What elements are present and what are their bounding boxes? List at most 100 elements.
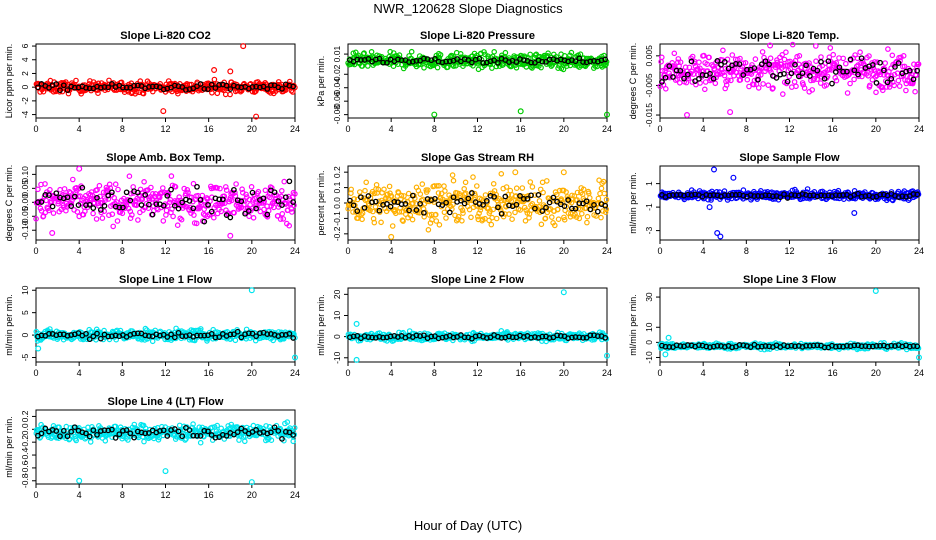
reference-point	[851, 67, 858, 74]
reference-point	[194, 183, 200, 190]
data-point	[395, 190, 402, 196]
x-tick-label: 8	[120, 246, 125, 256]
reference-point	[520, 196, 527, 202]
data-point	[844, 90, 851, 96]
reference-point	[818, 192, 824, 199]
reference-point	[197, 332, 204, 339]
reference-point	[105, 333, 112, 340]
data-point	[403, 207, 410, 213]
data-point	[274, 213, 281, 219]
data-point	[410, 200, 416, 207]
data-point	[93, 336, 99, 343]
reference-point	[350, 333, 357, 340]
x-tick-label: 16	[828, 124, 838, 134]
outlier-point	[767, 42, 774, 49]
y-axis-label: ml/min per min.	[4, 294, 14, 356]
reference-point	[446, 209, 453, 216]
reference-point	[101, 203, 108, 209]
reference-point	[721, 59, 728, 65]
reference-point	[142, 192, 149, 198]
reference-point	[495, 204, 501, 211]
reference-point	[528, 192, 534, 199]
data-point	[527, 179, 534, 185]
y-tick-label: -0.02	[332, 64, 342, 84]
reference-point	[253, 333, 259, 340]
data-point	[696, 59, 702, 66]
data-point	[270, 337, 277, 344]
x-tick-label: 0	[657, 368, 662, 378]
reference-point	[751, 65, 758, 71]
data-point	[407, 212, 414, 219]
x-tick-label: 16	[516, 246, 526, 256]
data-point	[466, 206, 473, 213]
reference-point	[238, 334, 245, 341]
reference-point	[134, 330, 141, 337]
data-point	[603, 196, 610, 203]
data-point	[827, 45, 834, 51]
reference-point	[758, 61, 765, 68]
reference-point	[406, 207, 412, 214]
data-point	[553, 191, 560, 198]
panel-title: Slope Line 3 Flow	[743, 274, 836, 286]
x-tick-label: 8	[432, 368, 437, 378]
data-point	[372, 204, 379, 210]
data-point	[722, 65, 729, 72]
data-point	[461, 186, 468, 192]
reference-point	[53, 81, 60, 87]
y-tick-label: 30	[644, 292, 654, 302]
y-tick-label: -1	[644, 203, 654, 211]
y-tick-label: -0.1	[332, 211, 342, 226]
data-point	[174, 222, 181, 229]
reference-point	[286, 330, 293, 337]
data-point	[114, 218, 121, 224]
data-point	[434, 183, 440, 189]
reference-point	[532, 59, 538, 66]
data-point	[545, 50, 551, 57]
data-point	[185, 189, 191, 196]
reference-point	[862, 193, 869, 199]
outlier-point	[872, 288, 879, 295]
reference-point	[146, 201, 152, 208]
y-axis-label: degrees C per min.	[4, 165, 14, 242]
data-point	[473, 183, 480, 189]
data-point	[102, 437, 109, 444]
data-point	[580, 186, 587, 193]
data-point	[35, 186, 41, 193]
data-point	[903, 87, 909, 94]
reference-point	[242, 210, 248, 217]
reference-point	[677, 191, 684, 198]
data-point	[111, 195, 118, 201]
x-tick-label: 12	[784, 246, 794, 256]
x-tick-label: 24	[602, 246, 612, 256]
x-tick-label: 20	[871, 368, 881, 378]
data-point	[288, 206, 295, 212]
data-point	[98, 209, 105, 216]
reference-point	[535, 192, 542, 198]
outlier-point	[683, 111, 690, 118]
data-point	[728, 77, 734, 84]
x-tick-label: 20	[871, 246, 881, 256]
outlier-point	[714, 230, 721, 237]
data-point	[859, 58, 866, 64]
reference-point	[561, 203, 568, 209]
data-point	[105, 196, 112, 202]
reference-point	[844, 68, 850, 75]
reference-point	[821, 75, 828, 82]
x-tick-label: 0	[657, 246, 662, 256]
reference-point	[175, 205, 182, 212]
data-point	[356, 189, 363, 195]
reference-point	[733, 192, 739, 198]
data-point	[243, 191, 249, 198]
data-point	[286, 222, 293, 229]
y-tick-label: 1	[644, 181, 654, 186]
y-tick-label: 0	[20, 332, 30, 337]
data-point	[281, 178, 288, 185]
reference-point	[216, 196, 223, 203]
reference-point	[231, 331, 237, 338]
data-point	[109, 211, 116, 218]
reference-point	[179, 84, 186, 90]
reference-point	[506, 202, 512, 209]
data-point	[809, 87, 816, 93]
data-point	[168, 173, 175, 179]
reference-point	[105, 84, 112, 91]
